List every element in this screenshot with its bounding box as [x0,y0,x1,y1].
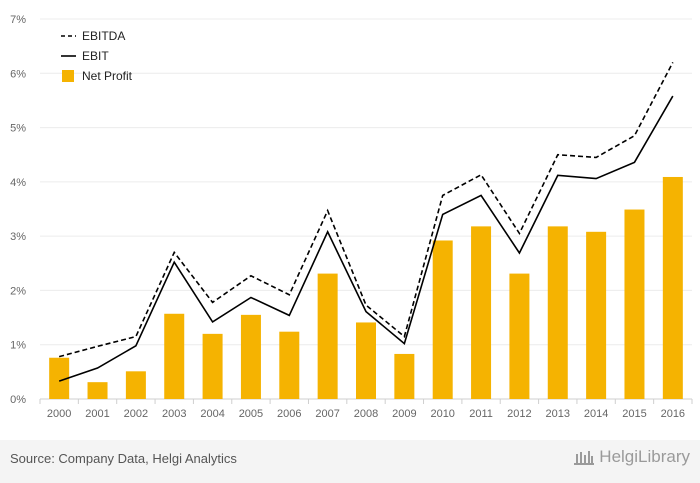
y-tick-label: 5% [10,123,26,135]
x-tick-label: 2001 [85,408,109,420]
y-tick-label: 0% [10,394,26,406]
net-profit-bar [547,226,568,399]
x-tick-label: 2005 [239,408,263,420]
x-tick-label: 2016 [661,408,685,420]
footer-bar [0,440,700,483]
x-tick-label: 2014 [584,408,608,420]
net-profit-bars [49,176,683,399]
net-profit-bar [471,226,492,399]
y-tick-label: 2% [10,285,26,297]
y-axis-tick-labels: 0% 1% 2% 3% 4% 5% 6% 7% [10,14,26,406]
x-tick-label: 2004 [200,408,224,420]
net-profit-bar [49,357,70,399]
net-profit-bar [509,273,530,399]
net-profit-bar [432,240,453,399]
x-tick-label: 2000 [47,408,71,420]
x-tick-label: 2012 [507,408,531,420]
net-profit-bar [164,313,185,399]
net-profit-bar [317,273,338,399]
net-profit-bar [662,176,683,399]
x-tick-label: 2002 [124,408,148,420]
x-tick-label: 2011 [469,408,493,420]
legend-label: EBIT [82,49,109,63]
net-profit-bar [240,314,261,399]
net-profit-bar [202,333,223,399]
net-profit-bar [624,209,645,399]
y-tick-label: 4% [10,177,26,189]
combo-chart: 0%1%2%3%4%5%6%7% 2000 2001 2002 2003 2004 200… [10,14,693,420]
library-building-icon [574,451,595,465]
legend-label: EBITDA [82,29,125,43]
net-profit-bar [125,371,146,399]
chart-legend: EBITDA EBIT Net Profit [61,29,133,83]
x-tick-label: 2007 [315,408,339,420]
legend-label: Net Profit [82,69,133,83]
x-tick-label: 2006 [277,408,301,420]
helgi-library-logo[interactable]: HelgiLibrary [573,447,690,467]
ebitda-line [58,62,674,358]
x-tick-label: 2015 [622,408,646,420]
x-tick-label: 2008 [354,408,378,420]
y-tick-label: 7% [10,14,26,26]
grid-lines [39,18,693,404]
net-profit-bar [394,353,415,399]
legend-swatch-net-profit [62,70,74,82]
net-profit-bar [586,231,607,399]
x-tick-label: 2013 [546,408,570,420]
x-tick-label: 2003 [162,408,186,420]
logo-text: HelgiLibrary [599,447,690,466]
net-profit-bar [279,331,300,399]
net-profit-bar [87,382,108,399]
y-tick-label: 6% [10,68,26,80]
y-tick-label: 3% [10,231,26,243]
x-tick-label: 2010 [430,408,454,420]
x-tick-label: 2009 [392,408,416,420]
y-tick-label: 1% [10,340,26,352]
source-note: Source: Company Data, Helgi Analytics [10,451,237,466]
line-series [58,62,674,382]
net-profit-bar [356,322,376,399]
ebit-line [58,95,674,382]
x-axis-tick-labels: 2000 2001 2002 2003 2004 2005 2006 2007 2008 2009… [47,408,685,420]
